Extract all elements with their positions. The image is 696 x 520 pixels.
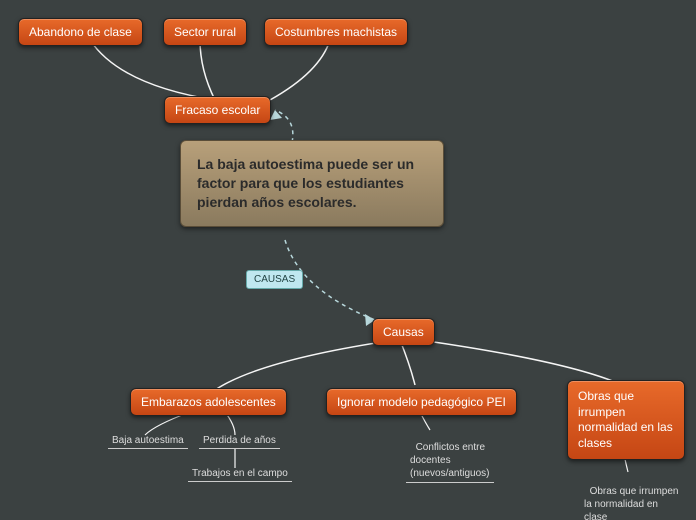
label: Abandono de clase: [29, 25, 132, 39]
leaf-conflictos: Conflictos entre docentes (nuevos/antigu…: [406, 428, 494, 483]
label: Trabajos en el campo: [192, 468, 288, 479]
leaf-obras: Obras que irrumpen la normalidad en clas…: [580, 472, 683, 520]
label: Costumbres machistas: [275, 25, 397, 39]
node-ignorar[interactable]: Ignorar modelo pedagógico PEI: [326, 388, 517, 416]
label: Sector rural: [174, 25, 236, 39]
node-obras[interactable]: Obras que irrumpen normalidad en las cla…: [567, 380, 685, 460]
leaf-perdida: Perdida de años: [199, 435, 280, 449]
node-sector[interactable]: Sector rural: [163, 18, 247, 46]
label: Fracaso escolar: [175, 103, 260, 117]
badge-text: CAUSAS: [254, 274, 295, 285]
leaf-trabajos: Trabajos en el campo: [188, 468, 292, 482]
node-costumbres[interactable]: Costumbres machistas: [264, 18, 408, 46]
central-text: La baja autoestima puede ser un factor p…: [197, 156, 414, 210]
label: Conflictos entre docentes (nuevos/antigu…: [410, 442, 490, 479]
badge-causas: CAUSAS: [246, 270, 303, 289]
node-causas[interactable]: Causas: [372, 318, 435, 346]
label: Perdida de años: [203, 435, 276, 446]
node-embarazos[interactable]: Embarazos adolescentes: [130, 388, 287, 416]
node-abandono[interactable]: Abandono de clase: [18, 18, 143, 46]
label: Ignorar modelo pedagógico PEI: [337, 395, 506, 409]
label: Embarazos adolescentes: [141, 395, 276, 409]
central-node[interactable]: La baja autoestima puede ser un factor p…: [180, 140, 444, 227]
label: Baja autoestima: [112, 435, 184, 446]
node-fracaso[interactable]: Fracaso escolar: [164, 96, 271, 124]
label: Causas: [383, 325, 424, 339]
label: Obras que irrumpen la normalidad en clas…: [584, 486, 679, 520]
label: Obras que irrumpen normalidad en las cla…: [578, 389, 674, 451]
leaf-baja: Baja autoestima: [108, 435, 188, 449]
